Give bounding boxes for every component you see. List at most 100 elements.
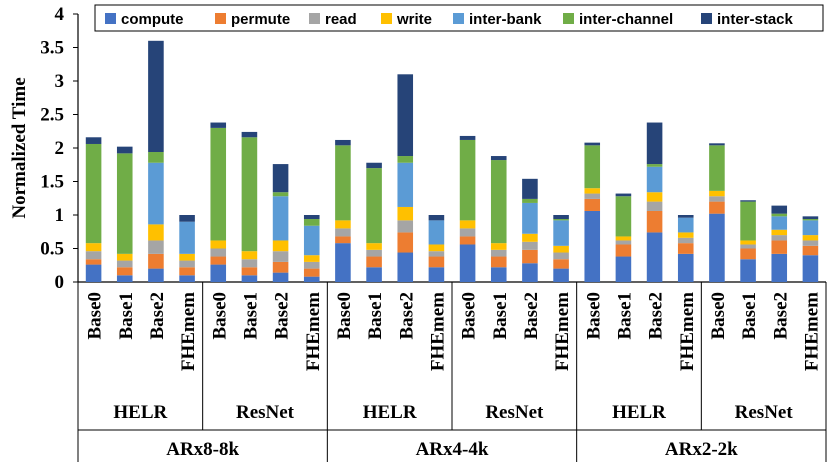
bar-segment-inter-stack xyxy=(303,215,320,220)
bar-segment-write xyxy=(303,255,320,262)
x-category-label: Base0 xyxy=(583,292,604,340)
bar-segment-read xyxy=(740,244,756,249)
bar-segment-inter-channel xyxy=(615,196,632,237)
bar-segment-inter-stack xyxy=(522,178,538,199)
bar-segment-inter-stack xyxy=(335,139,351,146)
bar-segment-read xyxy=(366,249,382,257)
bar-segment-read xyxy=(615,240,632,245)
bar-segment-inter-stack xyxy=(490,156,507,161)
bar-segment-compute xyxy=(740,259,756,282)
bar-segment-inter-stack xyxy=(366,162,382,169)
x-category-label: FHEmem xyxy=(552,292,573,371)
y-tick-label: 1 xyxy=(55,205,65,226)
bar-segment-inter-bank xyxy=(272,196,289,241)
bar-segment-compute xyxy=(522,263,538,282)
bar-segment-compute xyxy=(241,275,258,282)
bar-segment-permute xyxy=(179,267,195,276)
bar-segment-inter-stack xyxy=(116,146,133,154)
x-category-label: Base2 xyxy=(147,292,168,340)
x-category-label: FHEmem xyxy=(303,292,324,371)
bar-segment-compute xyxy=(553,268,569,282)
legend-label: read xyxy=(325,11,357,28)
bar-segment-permute xyxy=(116,267,133,276)
y-tick-label: 1.5 xyxy=(40,172,64,193)
bar-segment-permute xyxy=(522,249,538,264)
bar-segment-read xyxy=(646,201,663,211)
bar-segment-inter-bank xyxy=(771,216,788,230)
bar-segment-inter-channel xyxy=(241,137,258,252)
bar-segment-permute xyxy=(303,268,320,277)
bar-segment-inter-stack xyxy=(553,215,569,220)
bar-segment-inter-bank xyxy=(553,220,569,246)
bar-segment-compute xyxy=(366,267,382,282)
bar-segment-read xyxy=(210,248,227,257)
bar-segment-permute xyxy=(490,256,507,268)
group-label: HELR xyxy=(113,402,167,423)
bar-segment-inter-channel xyxy=(366,168,382,244)
legend-label: compute xyxy=(121,11,184,28)
bar-segment-compute xyxy=(335,243,351,282)
legend-swatch-compute xyxy=(105,13,116,24)
x-category-label: Base0 xyxy=(209,292,230,340)
x-category-label: Base2 xyxy=(521,292,542,340)
bar-segment-inter-channel xyxy=(802,219,819,221)
bar-segment-read xyxy=(490,249,507,257)
bar-segment-inter-stack xyxy=(179,215,195,222)
bar-segment-inter-bank xyxy=(802,220,819,236)
bar-segment-compute xyxy=(646,232,663,282)
y-tick-label: 3.5 xyxy=(40,38,64,59)
bar-segment-inter-stack xyxy=(148,40,164,153)
bar-segment-read xyxy=(522,241,538,250)
bar-segment-permute xyxy=(584,198,601,211)
config-label: ARx8-8k xyxy=(166,439,239,460)
group-label: ResNet xyxy=(236,402,295,423)
bar-segment-compute xyxy=(210,264,227,282)
bar-segment-permute xyxy=(709,201,725,214)
bar-segment-write xyxy=(802,235,819,241)
bar-segment-read xyxy=(802,240,819,246)
bar-segment-compute xyxy=(459,244,476,282)
y-tick-label: 4 xyxy=(55,4,65,25)
x-category-label: FHEmem xyxy=(677,292,698,371)
bar-segment-permute xyxy=(646,210,663,233)
bar-segment-inter-channel xyxy=(210,127,227,241)
legend-label: permute xyxy=(231,11,290,28)
bar-segment-inter-stack xyxy=(802,216,819,220)
bar-segment-permute xyxy=(771,240,788,254)
bar-segment-inter-channel xyxy=(459,139,476,221)
bar-segment-inter-bank xyxy=(646,166,663,193)
bar-segment-compute xyxy=(771,253,788,282)
bar-segment-read xyxy=(459,228,476,237)
bar-segment-compute xyxy=(397,252,414,282)
x-category-label: Base1 xyxy=(739,292,760,340)
group-label: HELR xyxy=(363,402,417,423)
bar-segment-inter-channel xyxy=(148,152,164,163)
x-category-label: Base1 xyxy=(490,292,511,340)
bar-segment-inter-stack xyxy=(241,131,258,138)
bar-segment-compute xyxy=(490,267,507,282)
bar-segment-write xyxy=(335,220,351,229)
bar-segment-permute xyxy=(397,232,414,253)
x-category-label: Base2 xyxy=(646,292,667,340)
bar-segment-write xyxy=(740,240,756,245)
bar-segment-permute xyxy=(802,245,819,256)
bar-segment-inter-bank xyxy=(677,217,694,233)
bar-segment-read xyxy=(584,193,601,199)
bar-segment-inter-bank xyxy=(397,162,414,207)
bar-segment-inter-stack xyxy=(428,215,445,221)
x-category-label: Base2 xyxy=(770,292,791,340)
bar-segment-write xyxy=(584,188,601,194)
bar-segment-read xyxy=(709,196,725,202)
bar-segment-write xyxy=(85,243,102,252)
bar-segment-write xyxy=(709,190,725,197)
bar-segment-write xyxy=(366,243,382,250)
legend-label: write xyxy=(396,11,432,28)
legend-swatch-inter-channel xyxy=(563,13,574,24)
x-category-label: Base1 xyxy=(614,292,635,340)
bar-segment-inter-stack xyxy=(459,135,476,140)
x-category-label: Base2 xyxy=(272,292,293,340)
bar-segment-write xyxy=(210,240,227,249)
y-tick-label: 2 xyxy=(55,138,65,159)
bar-segment-write xyxy=(490,243,507,250)
